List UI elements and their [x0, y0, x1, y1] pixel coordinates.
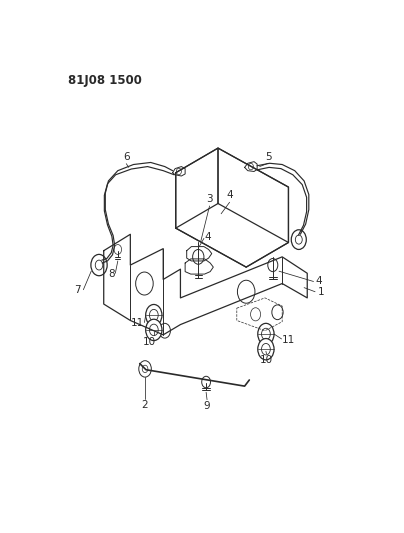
Text: 2: 2 — [142, 400, 148, 410]
Text: 10: 10 — [260, 356, 273, 365]
Text: 5: 5 — [265, 151, 271, 161]
Text: 8: 8 — [108, 269, 115, 279]
Circle shape — [258, 338, 274, 360]
Text: 10: 10 — [143, 337, 156, 347]
Circle shape — [146, 304, 162, 326]
Text: 6: 6 — [123, 151, 130, 161]
Text: 11: 11 — [282, 335, 295, 345]
Text: 7: 7 — [75, 285, 81, 295]
Text: 81J08 1500: 81J08 1500 — [68, 74, 141, 87]
Text: 1: 1 — [318, 287, 325, 297]
Text: 3: 3 — [206, 195, 213, 204]
Text: 4: 4 — [204, 232, 211, 242]
Circle shape — [146, 319, 162, 341]
Text: 4: 4 — [226, 190, 233, 200]
Text: 4: 4 — [315, 277, 322, 286]
Circle shape — [258, 324, 274, 345]
Text: 11: 11 — [130, 318, 144, 327]
Text: 9: 9 — [204, 401, 210, 411]
